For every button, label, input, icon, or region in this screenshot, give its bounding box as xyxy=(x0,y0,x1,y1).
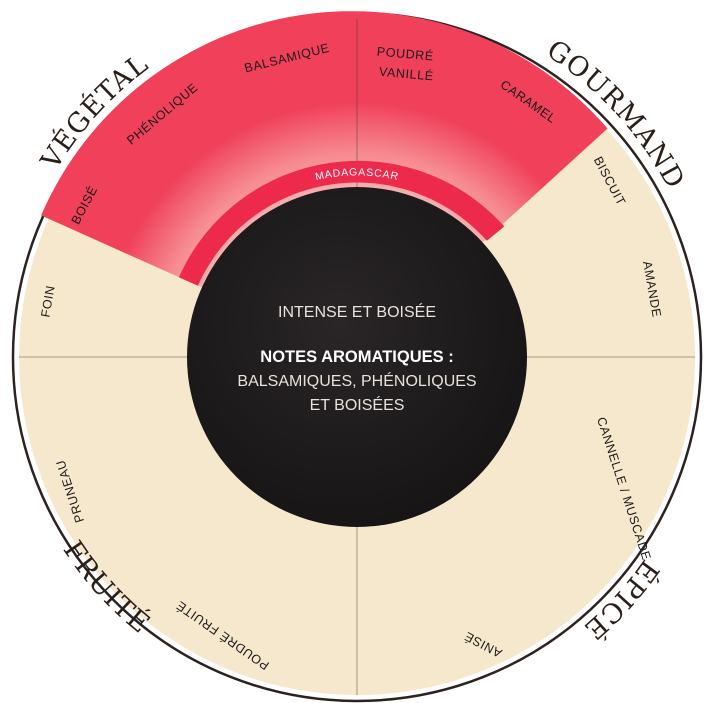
note-poudre-vanille-1: POUDRÉ xyxy=(376,44,434,64)
note-foin: FOIN xyxy=(38,284,57,318)
center-disc xyxy=(187,187,527,527)
notes-line-1: BALSAMIQUES, PHÉNOLIQUES xyxy=(237,371,476,390)
madagascar-label: MADAGASCAR xyxy=(314,166,400,183)
note-poudre-vanille-2: VANILLÉ xyxy=(378,64,434,84)
notes-line-2: ET BOISÉES xyxy=(310,395,405,414)
intensity-text: INTENSE ET BOISÉE xyxy=(278,302,436,321)
madagascar-band xyxy=(178,160,505,286)
notes-heading: NOTES AROMATIQUES : xyxy=(260,348,453,366)
